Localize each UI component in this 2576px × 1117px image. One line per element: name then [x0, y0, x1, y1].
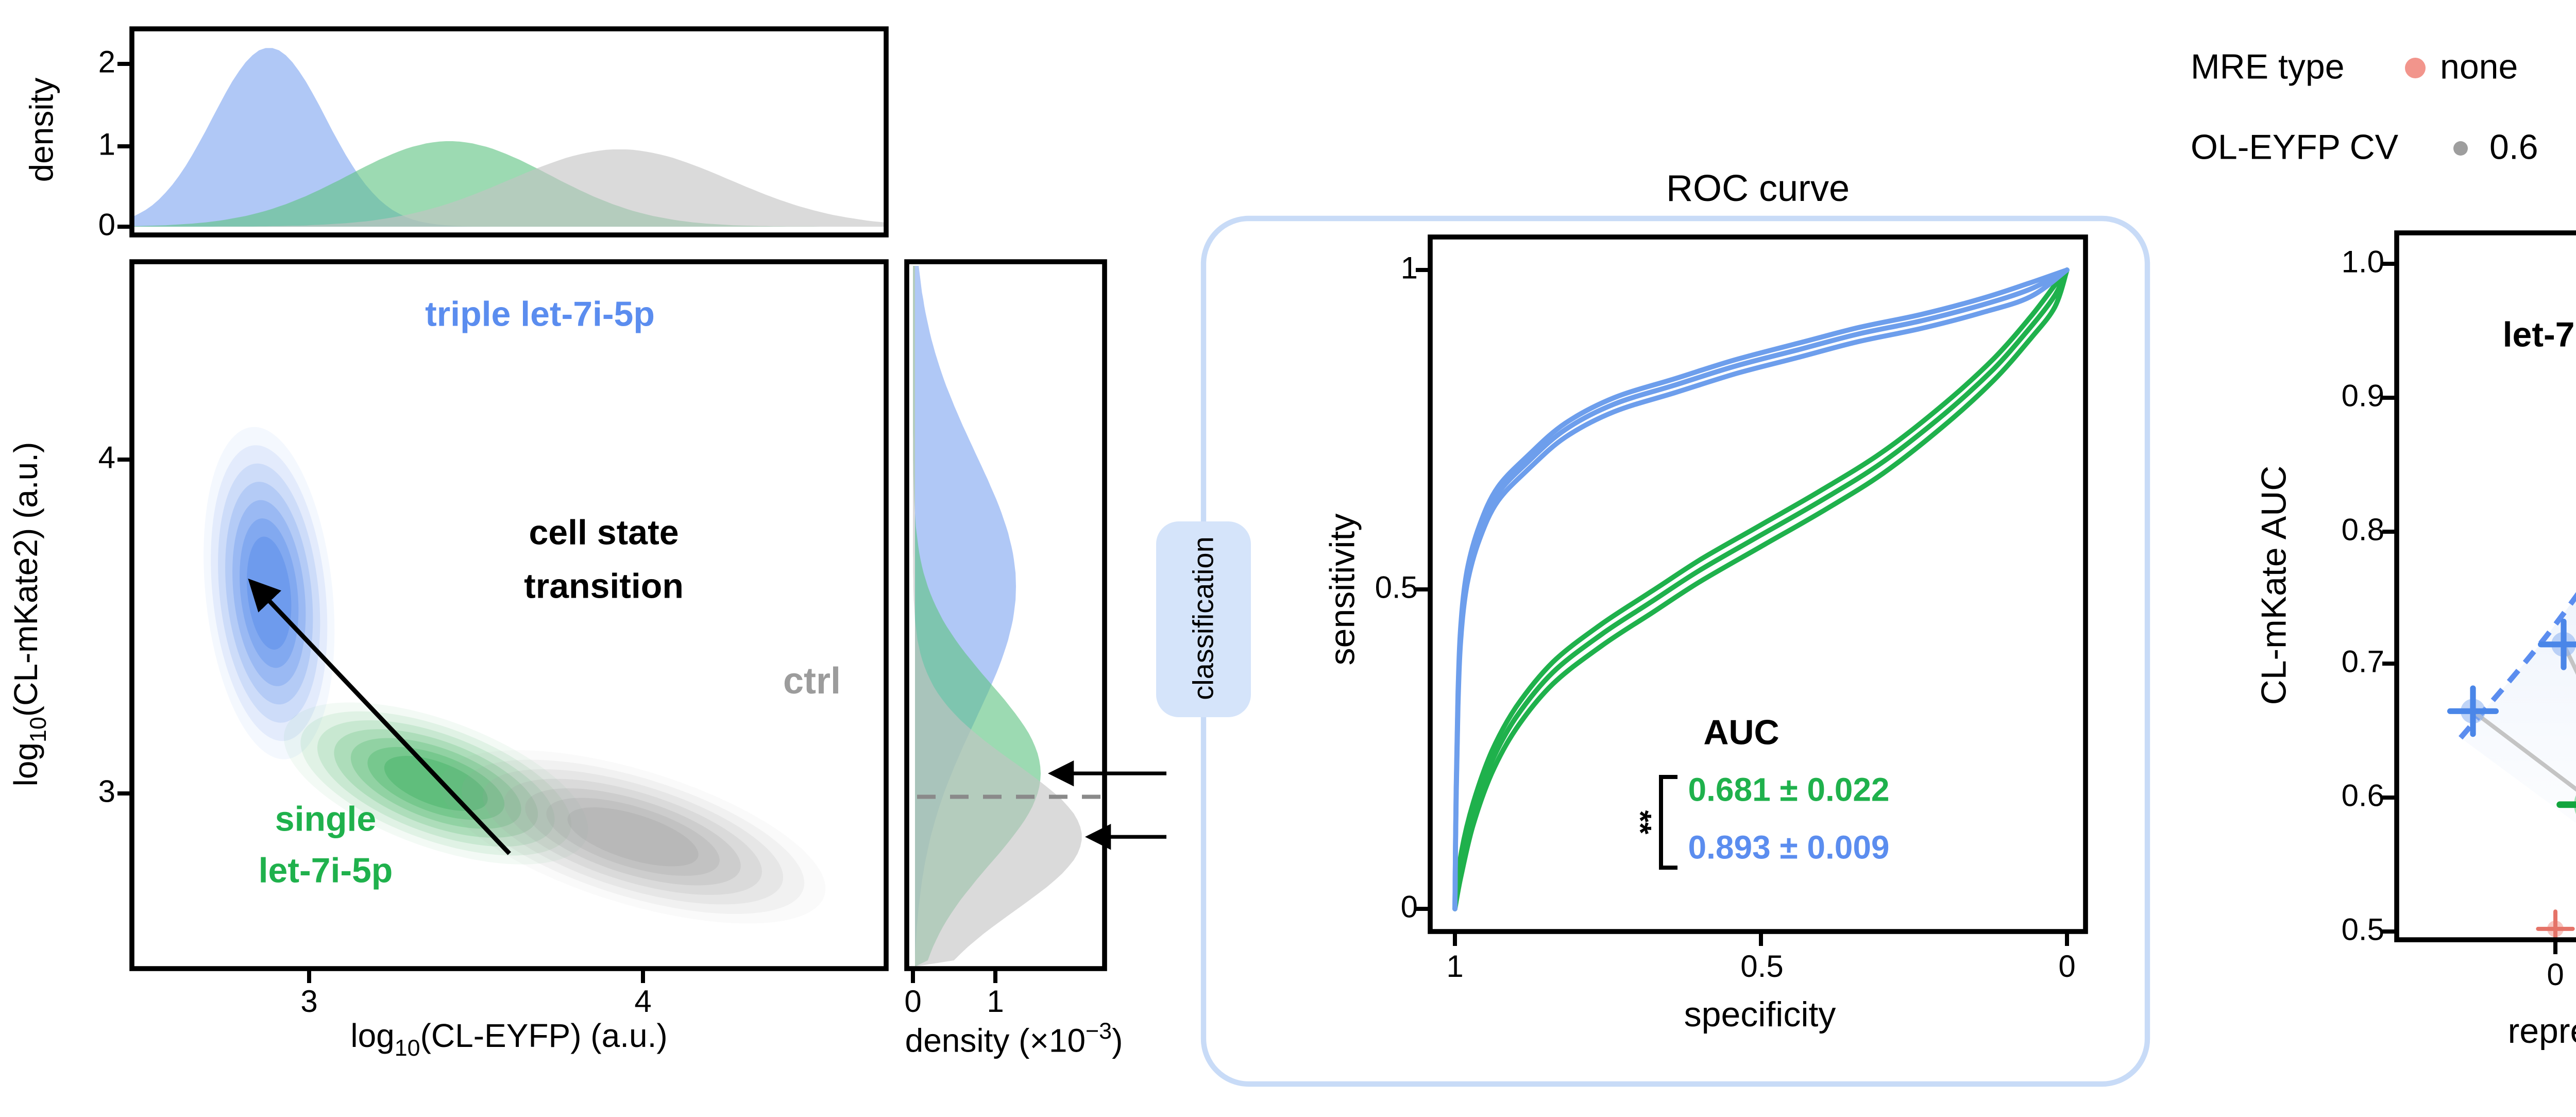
annot-cell-state-line1: cell state [529, 513, 679, 553]
top-marginal-ytick: 1 [98, 128, 115, 163]
joint-xtick: 4 [634, 985, 652, 1020]
scatter-ytick: 0.6 [2341, 779, 2384, 815]
right-marginal-xlabel: density (×10−3) [905, 1020, 1123, 1062]
top-marginal-ytick: 0 [98, 208, 115, 244]
joint-xlabel-post: (CL-EYFP) (a.u.) [420, 1020, 668, 1055]
scatter-ytick: 0.5 [2341, 913, 2384, 949]
roc-title: ROC curve [1666, 168, 1850, 210]
joint-ylabel-sub: 10 [27, 717, 52, 742]
classification-pill-label: classification [1186, 536, 1219, 700]
roc-xtick: 0.5 [1740, 950, 1784, 985]
right-marginal-xlabel-pre: density (×10 [905, 1025, 1086, 1060]
joint-ytick: 4 [98, 441, 115, 477]
label-triple-let7i5p: triple let-7i-5p [425, 295, 655, 334]
scatter-ytick: 0.8 [2341, 513, 2384, 549]
roc-xtick: 1 [1446, 950, 1464, 985]
top-marginal-ylabel: density [26, 77, 61, 182]
significance-stars: ** [1621, 810, 1657, 835]
legend-cv-06: 0.6 [2489, 128, 2538, 167]
auc-title: AUC [1703, 713, 1780, 753]
legend-cv-title: OL-EYFP CV [2191, 128, 2399, 167]
roc-ytick: 0.5 [1375, 571, 1418, 606]
right-marginal-xlabel-post: ) [1112, 1025, 1123, 1060]
scatter-ytick: 0.7 [2341, 645, 2384, 681]
scatter-ylabel: CL-mKate AUC [2255, 465, 2294, 705]
legend-mre-title: MRE type [2191, 47, 2345, 87]
joint-xlabel: log10(CL-EYFP) (a.u.) [350, 1020, 668, 1063]
roc-xtick: 0 [2058, 950, 2076, 985]
legend-item-none: none [2440, 47, 2518, 87]
joint-ylabel-post: (CL-mKate2) (a.u.) [10, 442, 46, 717]
auc-value-triple: 0.893 ± 0.009 [1688, 832, 1890, 867]
scatter-ytick: 1.0 [2341, 245, 2384, 281]
right-marginal-xtick: 0 [904, 985, 922, 1020]
roc-ytick: 0 [1400, 890, 1418, 926]
scatter-xlabel-pre: repression strength ( [2507, 1012, 2576, 1051]
annot-cell-state-line2: transition [524, 567, 684, 606]
roc-ytick: 1 [1400, 251, 1418, 287]
roc-xlabel: specificity [1684, 995, 1836, 1035]
joint-xtick: 3 [300, 985, 318, 1020]
right-marginal-xtick: 1 [987, 985, 1004, 1020]
scatter-xtick: 0 [2547, 958, 2564, 993]
label-ctrl: ctrl [783, 661, 841, 702]
right-marginal-xlabel-sup: −3 [1086, 1020, 1112, 1045]
joint-xlabel-pre: log [350, 1020, 395, 1055]
label-single-let7i5p-line2: let-7i-5p [258, 851, 393, 891]
scatter-xlabel: repression strength (R of OL-EYFP) [2507, 1012, 2576, 1051]
joint-ytick: 3 [98, 775, 115, 810]
auc-value-single: 0.681 ± 0.022 [1688, 774, 1890, 809]
top-marginal-ytick: 2 [98, 45, 115, 81]
joint-xlabel-sub: 10 [394, 1037, 420, 1062]
joint-ylabel-pre: log [10, 742, 46, 787]
roc-ylabel: sensitivity [1323, 513, 1363, 666]
joint-ylabel: log10(CL-mKate2) (a.u.) [10, 442, 54, 787]
annot-let7i5p: let-7i-5p [2502, 315, 2576, 355]
label-single-let7i5p-line1: single [275, 800, 377, 839]
scatter-ytick: 0.9 [2341, 379, 2384, 415]
